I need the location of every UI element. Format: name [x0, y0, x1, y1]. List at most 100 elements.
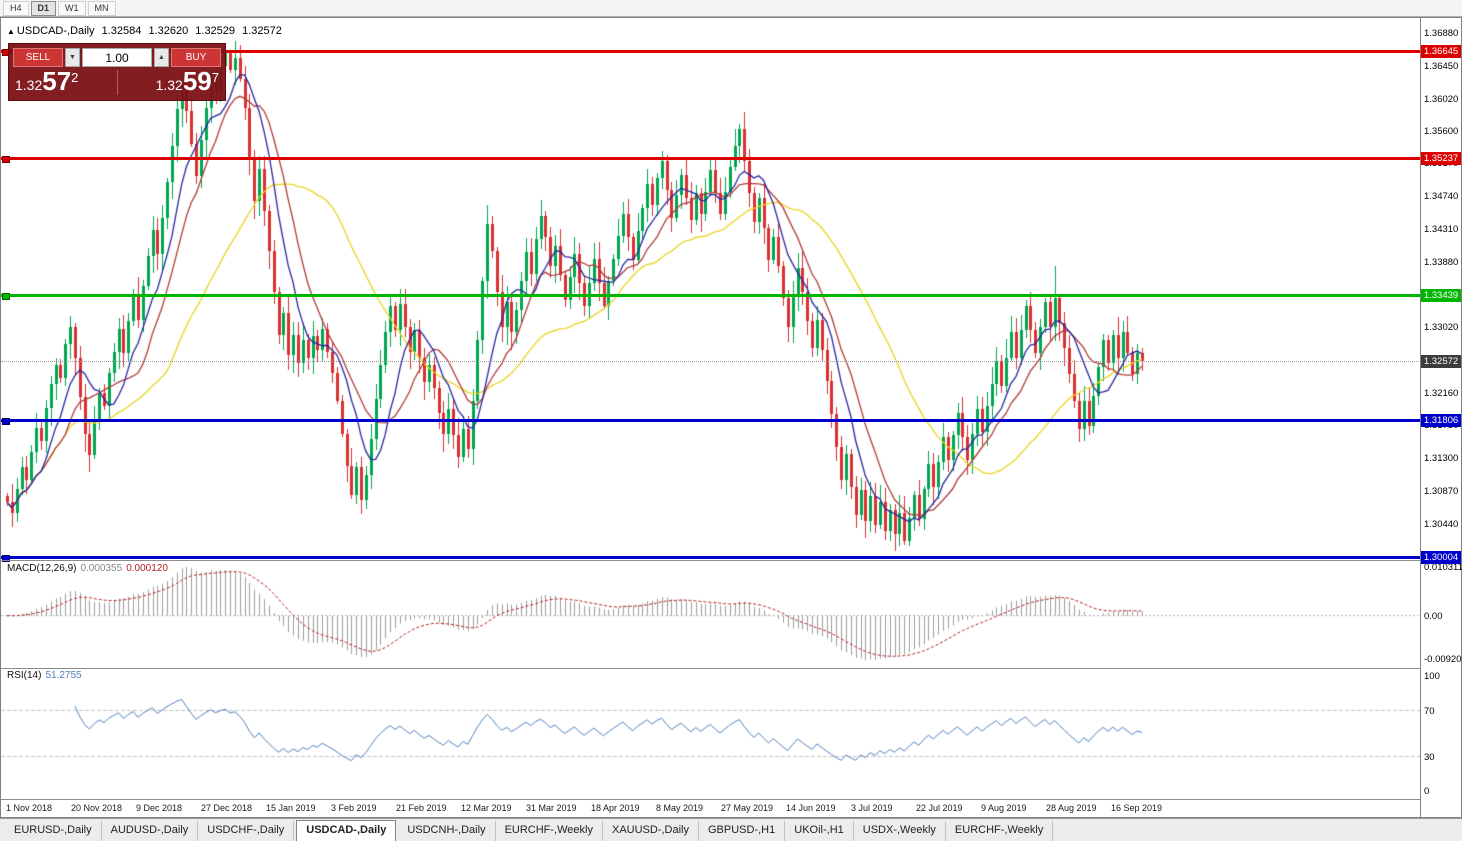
- rsi-value: 51.2755: [45, 670, 82, 681]
- rsi-indicator-label: RSI(14) 51.2755: [7, 670, 82, 681]
- support-line[interactable]: [1, 555, 1421, 562]
- tab-eurchf-weekly[interactable]: EURCHF-,Weekly: [946, 821, 1054, 841]
- volume-down-button[interactable]: ▼: [65, 48, 80, 67]
- chevron-down-icon: ▼: [69, 54, 76, 61]
- tab-eurusd-daily[interactable]: EURUSD-,Daily: [5, 821, 102, 841]
- candlestick-chart-canvas[interactable]: [1, 18, 1422, 799]
- chevron-up-icon: ▲: [158, 54, 165, 61]
- volume-input[interactable]: [82, 48, 152, 67]
- timeframe-button-d1[interactable]: D1: [30, 0, 57, 16]
- support-line[interactable]: [1, 417, 1421, 425]
- macd-signal-value: 0.000120: [126, 563, 168, 574]
- date-axis-separator: [1, 799, 1461, 800]
- buy-price-prefix: 1.32: [155, 77, 183, 93]
- date-label: 3 Jul 2019: [851, 803, 893, 813]
- buy-price-main: 59: [182, 66, 212, 96]
- level-price-label: 1.33439: [1421, 289, 1461, 303]
- macd-axis-label: -0.009203: [1424, 654, 1462, 665]
- date-label: 31 Mar 2019: [526, 803, 577, 813]
- ohlc-close-value: 1.32572: [242, 25, 282, 37]
- date-label: 27 Dec 2018: [201, 803, 253, 813]
- date-label: 1 Nov 2018: [6, 803, 53, 813]
- price-tick-label: 1.31300: [1424, 453, 1459, 465]
- sell-price-main: 57: [42, 66, 72, 96]
- chart-title: ▲ USDCAD-,Daily 1.32584 1.32620 1.32529 1…: [7, 25, 286, 37]
- date-label: 15 Jan 2019: [266, 803, 316, 813]
- macd-panel-separator[interactable]: [1, 560, 1461, 561]
- buy-button[interactable]: BUY: [171, 48, 221, 67]
- buy-price-display[interactable]: 1.32597: [155, 68, 219, 95]
- ohlc-open-value: 1.32584: [101, 25, 142, 37]
- macd-indicator-label: MACD(12,26,9) 0.000355 0.000120: [7, 563, 168, 574]
- line-handle[interactable]: [2, 555, 10, 562]
- volume-up-button[interactable]: ▲: [154, 48, 169, 67]
- pivot-line[interactable]: [1, 293, 1421, 301]
- date-label: 18 Apr 2019: [591, 803, 640, 813]
- buy-price-pip: 7: [211, 70, 219, 85]
- chart-symbol-label: USDCAD-,Daily: [16, 25, 95, 37]
- sell-price-pip: 2: [71, 70, 79, 85]
- one-click-trading-panel: SELL ▼ ▲ BUY 1.32572 1.32597: [8, 43, 226, 101]
- tab-usdcad-daily[interactable]: USDCAD-,Daily: [296, 820, 397, 841]
- date-label: 22 Jul 2019: [916, 803, 963, 813]
- macd-name: MACD(12,26,9): [7, 563, 77, 574]
- date-label: 21 Feb 2019: [396, 803, 447, 813]
- rsi-axis-label: 70: [1424, 705, 1435, 717]
- price-tick-label: 1.30870: [1424, 486, 1459, 497]
- price-tick-label: 1.30440: [1424, 518, 1459, 530]
- tab-audusd-daily[interactable]: AUDUSD-,Daily: [102, 821, 199, 841]
- date-label: 3 Feb 2019: [331, 803, 377, 813]
- direction-up-icon: ▲: [7, 27, 15, 36]
- tab-gbpusd-h1[interactable]: GBPUSD-,H1: [699, 821, 786, 841]
- line-handle[interactable]: [2, 417, 10, 425]
- rsi-name: RSI(14): [7, 670, 42, 681]
- price-tick-label: 1.36020: [1424, 93, 1459, 105]
- price-tick-label: 1.36450: [1424, 60, 1459, 72]
- timeframe-button-w1[interactable]: W1: [58, 0, 86, 16]
- current-price-label: 1.32572: [1421, 355, 1461, 369]
- date-label: 20 Nov 2018: [71, 803, 123, 813]
- price-tick-label: 1.32160: [1424, 387, 1459, 399]
- date-label: 8 May 2019: [656, 803, 704, 813]
- macd-axis-label: 0.00: [1424, 610, 1443, 622]
- line-handle[interactable]: [2, 156, 10, 164]
- rsi-panel-separator[interactable]: [1, 668, 1461, 669]
- tab-ukoil-h1[interactable]: UKOil-,H1: [785, 821, 854, 841]
- sell-price-display[interactable]: 1.32572: [15, 68, 79, 95]
- price-axis[interactable]: 1.368801.364501.360201.356001.351701.347…: [1420, 18, 1462, 817]
- price-tick-label: 1.34310: [1424, 223, 1459, 235]
- price-tick-label: 1.33880: [1424, 256, 1459, 268]
- line-handle[interactable]: [2, 293, 10, 301]
- tab-usdchf-daily[interactable]: USDCHF-,Daily: [198, 821, 295, 841]
- timeframe-button-mn[interactable]: MN: [87, 0, 116, 16]
- sell-button[interactable]: SELL: [13, 48, 63, 67]
- level-price-label: 1.36645: [1421, 44, 1461, 58]
- date-label: 9 Dec 2018: [136, 803, 183, 813]
- resistance-line[interactable]: [1, 156, 1421, 164]
- chart-window: ▲ USDCAD-,Daily 1.32584 1.32620 1.32529 1…: [0, 17, 1462, 818]
- tab-eurchf-weekly[interactable]: EURCHF-,Weekly: [496, 821, 603, 841]
- level-price-label: 1.35237: [1421, 152, 1461, 166]
- date-label: 14 Jun 2019: [786, 803, 836, 813]
- tab-xauusd-daily[interactable]: XAUUSD-,Daily: [603, 821, 699, 841]
- level-price-label: 1.30004: [1421, 551, 1461, 564]
- price-divider: [116, 70, 118, 95]
- date-label: 27 May 2019: [721, 803, 774, 813]
- macd-main-value: 0.000355: [80, 563, 123, 574]
- price-tick-label: 1.33020: [1424, 322, 1459, 334]
- date-axis[interactable]: 1 Nov 2018 20 Nov 2018 9 Dec 2018 27 Dec 20…: [1, 800, 1422, 817]
- rsi-axis-label: 0: [1424, 786, 1430, 797]
- ohlc-low-value: 1.32529: [195, 25, 236, 37]
- date-label: 9 Aug 2019: [981, 803, 1027, 813]
- sell-price-prefix: 1.32: [15, 77, 43, 93]
- timeframe-button-h4[interactable]: H4: [3, 0, 29, 16]
- timeframe-toolbar: H4 D1 W1 MN: [0, 0, 1462, 17]
- price-tick-label: 1.34740: [1424, 191, 1459, 203]
- rsi-axis-label: 100: [1424, 671, 1440, 682]
- tab-usdcnh-daily[interactable]: USDCNH-,Daily: [398, 821, 496, 841]
- ohlc-high-value: 1.32620: [148, 25, 189, 37]
- date-label: 12 Mar 2019: [461, 803, 512, 813]
- date-label: 16 Sep 2019: [1111, 803, 1163, 813]
- macd-axis-label: 0.010311: [1424, 562, 1462, 573]
- tab-usdx-weekly[interactable]: USDX-,Weekly: [854, 821, 946, 841]
